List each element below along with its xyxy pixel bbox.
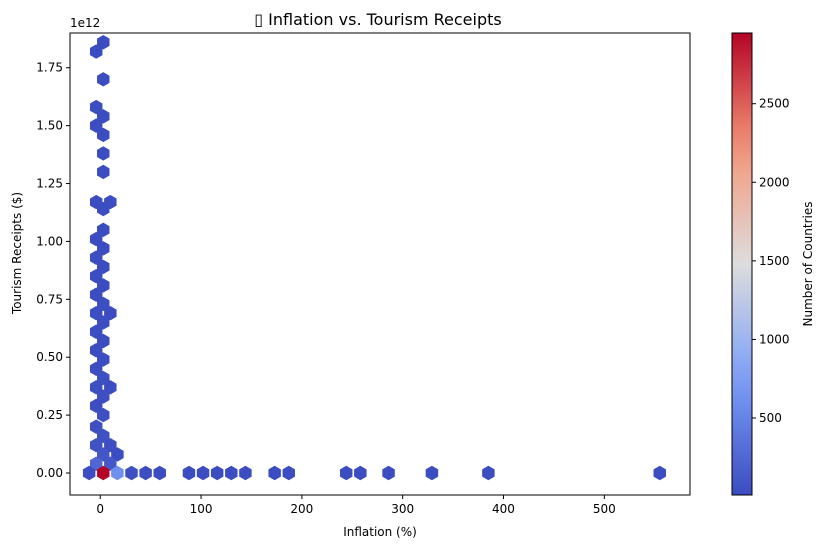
hexbin-cell [210,465,224,481]
x-tick-label: 200 [290,502,313,516]
hexbin-cell [97,447,110,462]
colorbar-tick-label: 2000 [759,175,790,189]
hexbin-cell [104,306,117,321]
hexbin-cell [354,465,367,481]
colorbar-tick-label: 2500 [759,97,790,111]
hexbin-cell [425,465,439,481]
hexbin-cell [125,465,138,481]
hexbin-cell [89,231,103,247]
colorbar-label: Number of Countries [801,202,815,327]
hexbin-cell [111,465,124,481]
hexbin-cell [89,343,103,358]
hexbin-cell [89,419,103,434]
hexbin-cell [111,447,124,462]
hexbin-cell [97,389,110,404]
hexbin-cell [89,438,103,453]
hexbin-cell [97,109,110,124]
hexbin-cell [97,146,110,161]
colorbar: 500 1000 1500 2000 2500 Number of Countries [731,32,815,496]
hexbin-cell [97,72,110,87]
hexbin-cell [97,222,110,238]
y-tick-label: 1.00 [36,234,63,248]
hexbin-cell [89,380,103,395]
hexbin-cell [97,407,110,423]
hexbin-cell [89,306,103,321]
hexbin-cell [382,465,395,481]
colorbar-tick-label: 1500 [759,254,790,268]
hexbin-cell [97,315,110,330]
y-tick-label: 0.25 [36,408,63,422]
x-axis-label: Inflation (%) [343,525,417,539]
plot-area: 0 100 200 300 400 500 0.00 0.25 0.50 0.75 1.00 1.2… [36,32,691,516]
y-tick-label: 0.75 [36,292,63,306]
hexbin-cell [97,352,110,367]
hexbin-cell [89,99,103,115]
hexbin-cell [97,35,110,50]
colorbar-tick-label: 500 [759,411,782,425]
x-tick-label: 400 [492,502,515,516]
plot-frame [69,32,691,496]
colorbar-gradient [731,32,753,496]
y-tick-label: 0.50 [36,350,63,364]
y-axis-label: Tourism Receipts ($) [10,192,24,315]
y-tick-label: 0.00 [36,466,63,480]
hexbin-cell [104,438,117,453]
hexbin-cell [239,465,252,481]
hexbin-cell [89,268,103,284]
y-tick-label: 1.50 [36,119,63,133]
hexbin-cell [89,361,103,376]
hexbin-cell [139,465,152,481]
x-tick-label: 300 [391,502,414,516]
hexbin-cell [225,465,238,481]
chart-title: ▯ Inflation vs. Tourism Receipts [254,10,501,29]
hexbin-cell [97,333,110,349]
hexbin-cell [104,380,117,395]
hexbin-cell [89,324,103,339]
hexbin-cell [89,398,103,414]
hexbin-cell [104,456,117,471]
x-tick-label: 100 [190,502,213,516]
y-tick-label: 1.75 [36,61,63,75]
hexbin-cell [482,465,495,481]
hexbin-cell [282,465,295,481]
x-tick-label: 0 [96,502,104,516]
hexbin-cell [89,456,103,471]
x-tick-label: 500 [593,502,616,516]
hexbin-cell [89,287,103,302]
hexbin-cell [89,44,103,59]
colorbar-tick-label: 1000 [759,332,790,346]
hexbin-cell [97,201,110,217]
hexbin-cell [97,127,110,143]
hexbin-cell [97,296,110,312]
hexbin-cell [97,370,110,386]
x-axis: 0 100 200 300 400 500 [96,495,616,516]
hexbin-cell [82,465,96,481]
hexbin-cell [97,465,110,481]
hexbin-cell [97,428,110,444]
hexbin-cell [196,465,210,481]
hexbin-cell [182,465,196,481]
y-offset-label: 1e12 [70,16,100,30]
hexbin-cells [82,35,666,481]
hexbin-cell [89,250,103,265]
y-axis: 0.00 0.25 0.50 0.75 1.00 1.25 1.50 1.75 [36,61,70,480]
hexbin-cell [89,118,103,133]
colorbar-ticks: 500 1000 1500 2000 2500 [752,97,790,425]
hexbin-cell [97,164,110,180]
hexbin-cell [97,278,110,293]
hexbin-cell [97,259,110,275]
y-tick-label: 1.25 [36,177,63,191]
hexbin-cell [653,465,666,481]
hexbin-cell [339,465,353,481]
hexbin-cell [97,241,110,256]
hexbin-cell [153,465,166,481]
hexbin-cell [268,465,281,481]
